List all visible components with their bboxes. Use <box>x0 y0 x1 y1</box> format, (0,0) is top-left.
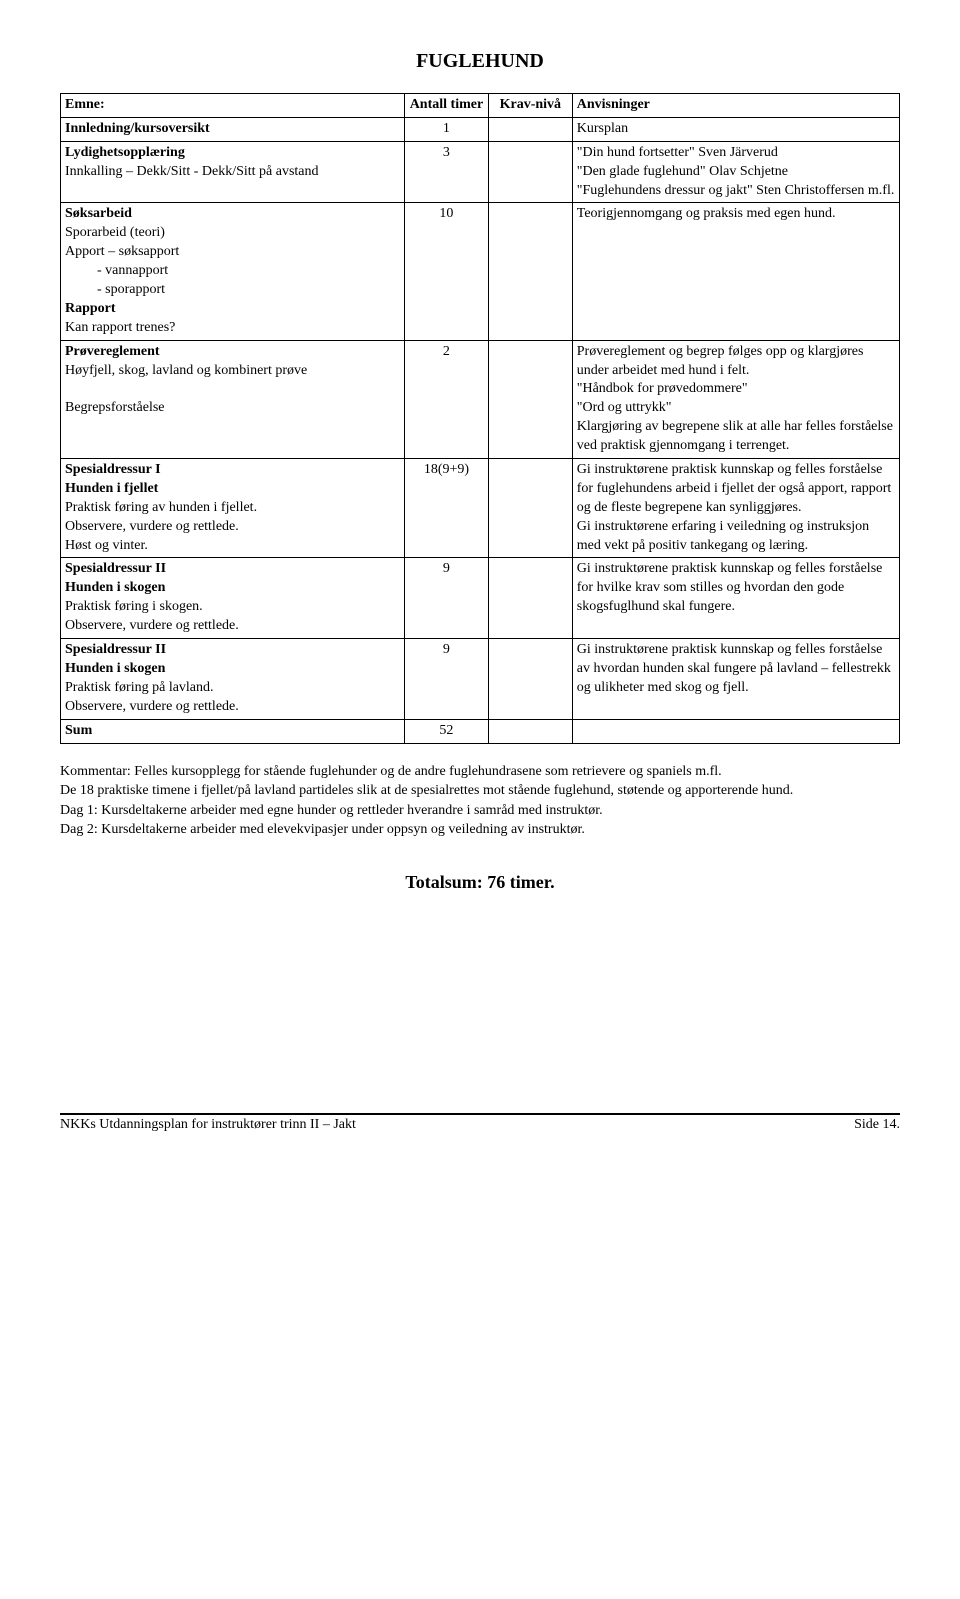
cell-line: Prøvereglement og begrep følges opp og k… <box>577 343 895 381</box>
cell-timer: 18(9+9) <box>404 459 488 558</box>
page-title: FUGLEHUND <box>60 50 900 73</box>
cell-kravniva <box>488 117 572 141</box>
cell-kravniva <box>488 558 572 639</box>
cell-line: Teorigjennomgang og praksis med egen hun… <box>577 205 895 224</box>
cell-line: Hunden i fjellet <box>65 480 400 499</box>
cell-kravniva <box>488 203 572 340</box>
table-row: SøksarbeidSporarbeid (teori)Apport – søk… <box>61 203 900 340</box>
cell-line: Hunden i skogen <box>65 660 400 679</box>
cell-line: "Håndbok for prøvedommere" <box>577 380 895 399</box>
comment-line: Dag 2: Kursdeltakerne arbeider med eleve… <box>60 820 900 840</box>
cell-line: "Ord og uttrykk" <box>577 399 895 418</box>
table-row: Spesialdressur IHunden i fjelletPraktisk… <box>61 459 900 558</box>
table-row: Innledning/kursoversikt1 Kursplan <box>61 117 900 141</box>
cell-anvisninger: Prøvereglement og begrep følges opp og k… <box>572 340 899 458</box>
comment-line: Kommentar: Felles kursopplegg for ståend… <box>60 762 900 782</box>
cell-line: Klargjøring av begrepene slik at alle ha… <box>577 418 895 456</box>
cell-anvisninger: Kursplan <box>572 117 899 141</box>
cell-timer: 1 <box>404 117 488 141</box>
cell-line: "Fuglehundens dressur og jakt" Sten Chri… <box>577 182 895 201</box>
cell-line: - sporapport <box>65 281 400 300</box>
cell-anvisninger <box>572 719 899 743</box>
cell-line: Observere, vurdere og rettlede. <box>65 518 400 537</box>
cell-line: - vannapport <box>65 262 400 281</box>
cell-kravniva <box>488 141 572 203</box>
cell-line: Spesialdressur I <box>65 461 400 480</box>
table-row: Sum52 <box>61 719 900 743</box>
cell-line: "Den glade fuglehund" Olav Schjetne <box>577 163 895 182</box>
cell-line: Rapport <box>65 300 400 319</box>
cell-line: Gi instruktørene praktisk kunnskap og fe… <box>577 461 895 518</box>
cell-emne: Innledning/kursoversikt <box>61 117 405 141</box>
table-row: Spesialdressur IIHunden i skogenPraktisk… <box>61 558 900 639</box>
cell-emne: LydighetsopplæringInnkalling – Dekk/Sitt… <box>61 141 405 203</box>
cell-emne: SøksarbeidSporarbeid (teori)Apport – søk… <box>61 203 405 340</box>
table-row: LydighetsopplæringInnkalling – Dekk/Sitt… <box>61 141 900 203</box>
cell-line: Sum <box>65 722 400 741</box>
cell-anvisninger: Gi instruktørene praktisk kunnskap og fe… <box>572 558 899 639</box>
cell-anvisninger: Teorigjennomgang og praksis med egen hun… <box>572 203 899 340</box>
cell-anvisninger: "Din hund fortsetter" Sven Järverud"Den … <box>572 141 899 203</box>
cell-line: Praktisk føring i skogen. <box>65 598 400 617</box>
cell-emne: Spesialdressur IHunden i fjelletPraktisk… <box>61 459 405 558</box>
header-emne: Emne: <box>61 94 405 118</box>
cell-anvisninger: Gi instruktørene praktisk kunnskap og fe… <box>572 639 899 720</box>
cell-line: Apport – søksapport <box>65 243 400 262</box>
cell-line: Begrepsforståelse <box>65 399 400 418</box>
cell-line: Kursplan <box>577 120 895 139</box>
cell-emne: Spesialdressur IIHunden i skogenPraktisk… <box>61 558 405 639</box>
table-row: PrøvereglementHøyfjell, skog, lavland og… <box>61 340 900 458</box>
cell-emne: Spesialdressur IIHunden i skogenPraktisk… <box>61 639 405 720</box>
table-row: Spesialdressur IIHunden i skogenPraktisk… <box>61 639 900 720</box>
cell-line: Gi instruktørene praktisk kunnskap og fe… <box>577 641 895 698</box>
cell-emne: PrøvereglementHøyfjell, skog, lavland og… <box>61 340 405 458</box>
cell-emne: Sum <box>61 719 405 743</box>
cell-line: Innkalling – Dekk/Sitt - Dekk/Sitt på av… <box>65 163 400 182</box>
cell-line: Observere, vurdere og rettlede. <box>65 617 400 636</box>
cell-line: Innledning/kursoversikt <box>65 120 400 139</box>
cell-line: Søksarbeid <box>65 205 400 224</box>
cell-line <box>65 380 400 399</box>
comment-line: Dag 1: Kursdeltakerne arbeider med egne … <box>60 801 900 821</box>
cell-line: Praktisk føring av hunden i fjellet. <box>65 499 400 518</box>
cell-line: Gi instruktørene erfaring i veiledning o… <box>577 518 895 556</box>
comment-line: De 18 praktiske timene i fjellet/på lavl… <box>60 781 900 801</box>
course-table: Emne: Antall timer Krav-nivå Anvisninger… <box>60 93 900 744</box>
cell-line: Spesialdressur II <box>65 641 400 660</box>
header-antall-timer: Antall timer <box>404 94 488 118</box>
cell-line: Praktisk føring på lavland. <box>65 679 400 698</box>
comments-block: Kommentar: Felles kursopplegg for ståend… <box>60 762 900 840</box>
cell-timer: 52 <box>404 719 488 743</box>
footer-right: Side 14. <box>854 1117 900 1133</box>
total-sum: Totalsum: 76 timer. <box>60 872 900 893</box>
cell-kravniva <box>488 340 572 458</box>
cell-timer: 9 <box>404 639 488 720</box>
cell-line: Prøvereglement <box>65 343 400 362</box>
cell-line: Hunden i skogen <box>65 579 400 598</box>
cell-kravniva <box>488 719 572 743</box>
header-kravniva: Krav-nivå <box>488 94 572 118</box>
cell-line: Observere, vurdere og rettlede. <box>65 698 400 717</box>
cell-line: Kan rapport trenes? <box>65 319 400 338</box>
cell-timer: 9 <box>404 558 488 639</box>
cell-timer: 10 <box>404 203 488 340</box>
cell-line: Spesialdressur II <box>65 560 400 579</box>
cell-timer: 2 <box>404 340 488 458</box>
cell-line: Høst og vinter. <box>65 537 400 556</box>
cell-line: Lydighetsopplæring <box>65 144 400 163</box>
cell-anvisninger: Gi instruktørene praktisk kunnskap og fe… <box>572 459 899 558</box>
footer-left: NKKs Utdanningsplan for instruktører tri… <box>60 1117 356 1133</box>
cell-line: Gi instruktørene praktisk kunnskap og fe… <box>577 560 895 617</box>
cell-line: Sporarbeid (teori) <box>65 224 400 243</box>
cell-line: Høyfjell, skog, lavland og kombinert prø… <box>65 362 400 381</box>
cell-timer: 3 <box>404 141 488 203</box>
cell-kravniva <box>488 459 572 558</box>
cell-kravniva <box>488 639 572 720</box>
header-anvisninger: Anvisninger <box>572 94 899 118</box>
footer: NKKs Utdanningsplan for instruktører tri… <box>60 1113 900 1133</box>
cell-line: "Din hund fortsetter" Sven Järverud <box>577 144 895 163</box>
